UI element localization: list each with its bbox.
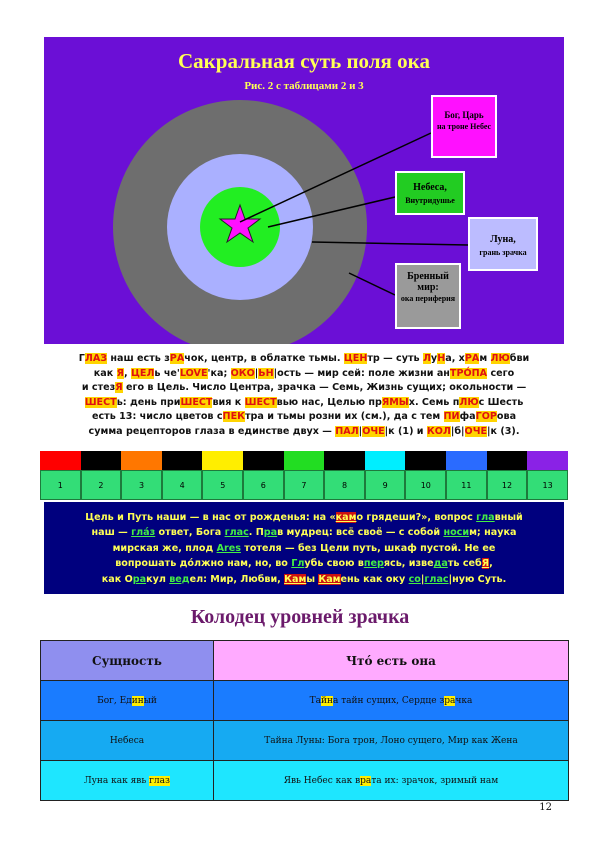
section-title: Колодец уровней зрачка [190,606,410,628]
label-heaven-main: Небеса, [413,182,447,193]
spectrum-number: 9 [364,470,406,500]
spectrum-swatch [283,451,325,470]
spectrum-swatch [80,451,122,470]
pointer-moon [311,241,469,246]
para2-line-3: мирская же, плод Ares тотеля — без Цели … [112,542,496,554]
spectrum-swatch [121,451,162,470]
levels-table: Сущность Чтó есть она Бог, Единый Тайна … [40,640,569,801]
para1-line-2: как Я, ЦЕЛь че'LOVE'ка; ОКО|ЬН|ость — ми… [93,367,515,379]
table-cell: Тайна тайн сущих, Сердце зрачка [213,680,569,721]
para2-line-1: Цель и Путь наши — в нас от рожденья: на… [85,512,523,523]
para2-line-5: как Оракул ведел: Мир, Любви, Камы Камен… [101,573,507,585]
spectrum-swatch [243,451,284,470]
table-cell: Тайна Луны: Бога трон, Лоно сущего, Мир … [213,720,569,761]
label-heaven: Небеса, Внутридушье [395,171,465,215]
table-cell: Небеса [40,720,214,761]
spectrum-swatch [364,451,406,470]
spectrum-number: 11 [446,470,487,500]
spectrum-swatch [405,451,447,470]
paragraph-eye: ГЛАЗ наш есть зРАчок, центр, в облатке т… [44,352,564,440]
panel-title: Сакральная суть поля ока [178,49,430,73]
pointer-heaven [267,196,396,228]
table-header: Сущность [40,640,214,681]
spectrum-swatch [202,451,244,470]
para1-line-3: и стезЯ его в Цель. Число Центра, зрачка… [81,382,527,394]
label-moon: Луна, грань зрачка [468,217,538,271]
pointer-god [239,132,432,223]
label-god-main: Бог, Царь [444,110,484,120]
spectrum-swatch [446,451,487,470]
spectrum-number: 4 [161,470,203,500]
label-mortal-sub: ока периферия [400,294,456,303]
spectrum-number: 8 [324,470,365,500]
diagram-panel: Сакральная суть поля ока Рис. 2 с таблиц… [44,37,564,344]
label-mortal-main: Бренный мир: [407,271,449,293]
table-header-row: Сущность Чтó есть она [40,640,569,681]
para1-line-4: ШЕСТь: день приШЕСТвия к ШЕСТвью нас, Це… [84,396,524,408]
table-cell: Явь Небес как врата их: зрачок, зримый н… [213,760,569,801]
spectrum-swatch [527,451,568,470]
label-god-sub: на троне Небес [436,122,492,131]
panel-subtitle: Рис. 2 с таблицами 2 и 3 [244,80,364,92]
pointer-mortal [348,272,396,296]
para2-line-4: вопрошать дóлжно нам, но, во Глубь свою … [115,558,493,570]
spectrum-number: 10 [405,470,447,500]
table-row: Луна как явь глаз Явь Небес как врата их… [40,760,569,801]
para1-line-1: ГЛАЗ наш есть зРАчок, центр, в облатке т… [78,353,530,364]
label-heaven-sub: Внутридушье [405,196,455,205]
spectrum-swatch [324,451,365,470]
table-row: Небеса Тайна Луны: Бога трон, Лоно сущег… [40,720,569,761]
spectrum-number: 13 [527,470,568,500]
page-number: 12 [539,802,552,813]
table-row: Бог, Единый Тайна тайн сущих, Сердце зра… [40,680,569,721]
para1-line-5: есть 13: число цветов сПЕКтра и тьмы роз… [91,411,517,423]
spectrum-number: 7 [283,470,325,500]
para2-line-2: наш — глáз ответ, Бога глас. Прав мудрец… [91,527,517,539]
label-god: Бог, Царь на троне Небес [431,95,497,158]
para1-line-6: сумма рецепторов глаза в единстве двух —… [88,425,520,437]
table-header: Чтó есть она [213,640,569,681]
spectrum-number: 6 [243,470,284,500]
spectrum-number: 1 [40,470,81,500]
label-moon-sub: грань зрачка [479,248,527,257]
table-cell: Луна как явь глаз [40,760,214,801]
spectrum-swatch [486,451,528,470]
spectrum-number: 12 [486,470,528,500]
spectrum-number-bar: 1 2 3 4 5 6 7 8 9 10 11 12 13 [40,470,568,500]
spectrum-swatch [161,451,203,470]
paragraph-purpose: Цель и Путь наши — в нас от рожденья: на… [44,502,564,594]
spectrum-number: 3 [121,470,162,500]
table-cell: Бог, Единый [40,680,214,721]
spectrum-swatch [40,451,81,470]
label-moon-main: Луна, [490,234,516,245]
center-star [218,203,262,244]
eye-diagram [113,100,469,344]
spectrum-number: 5 [202,470,244,500]
spectrum-number: 2 [80,470,122,500]
spectrum-color-bar [40,451,568,470]
label-mortal: Бренный мир: ока периферия [395,263,461,329]
